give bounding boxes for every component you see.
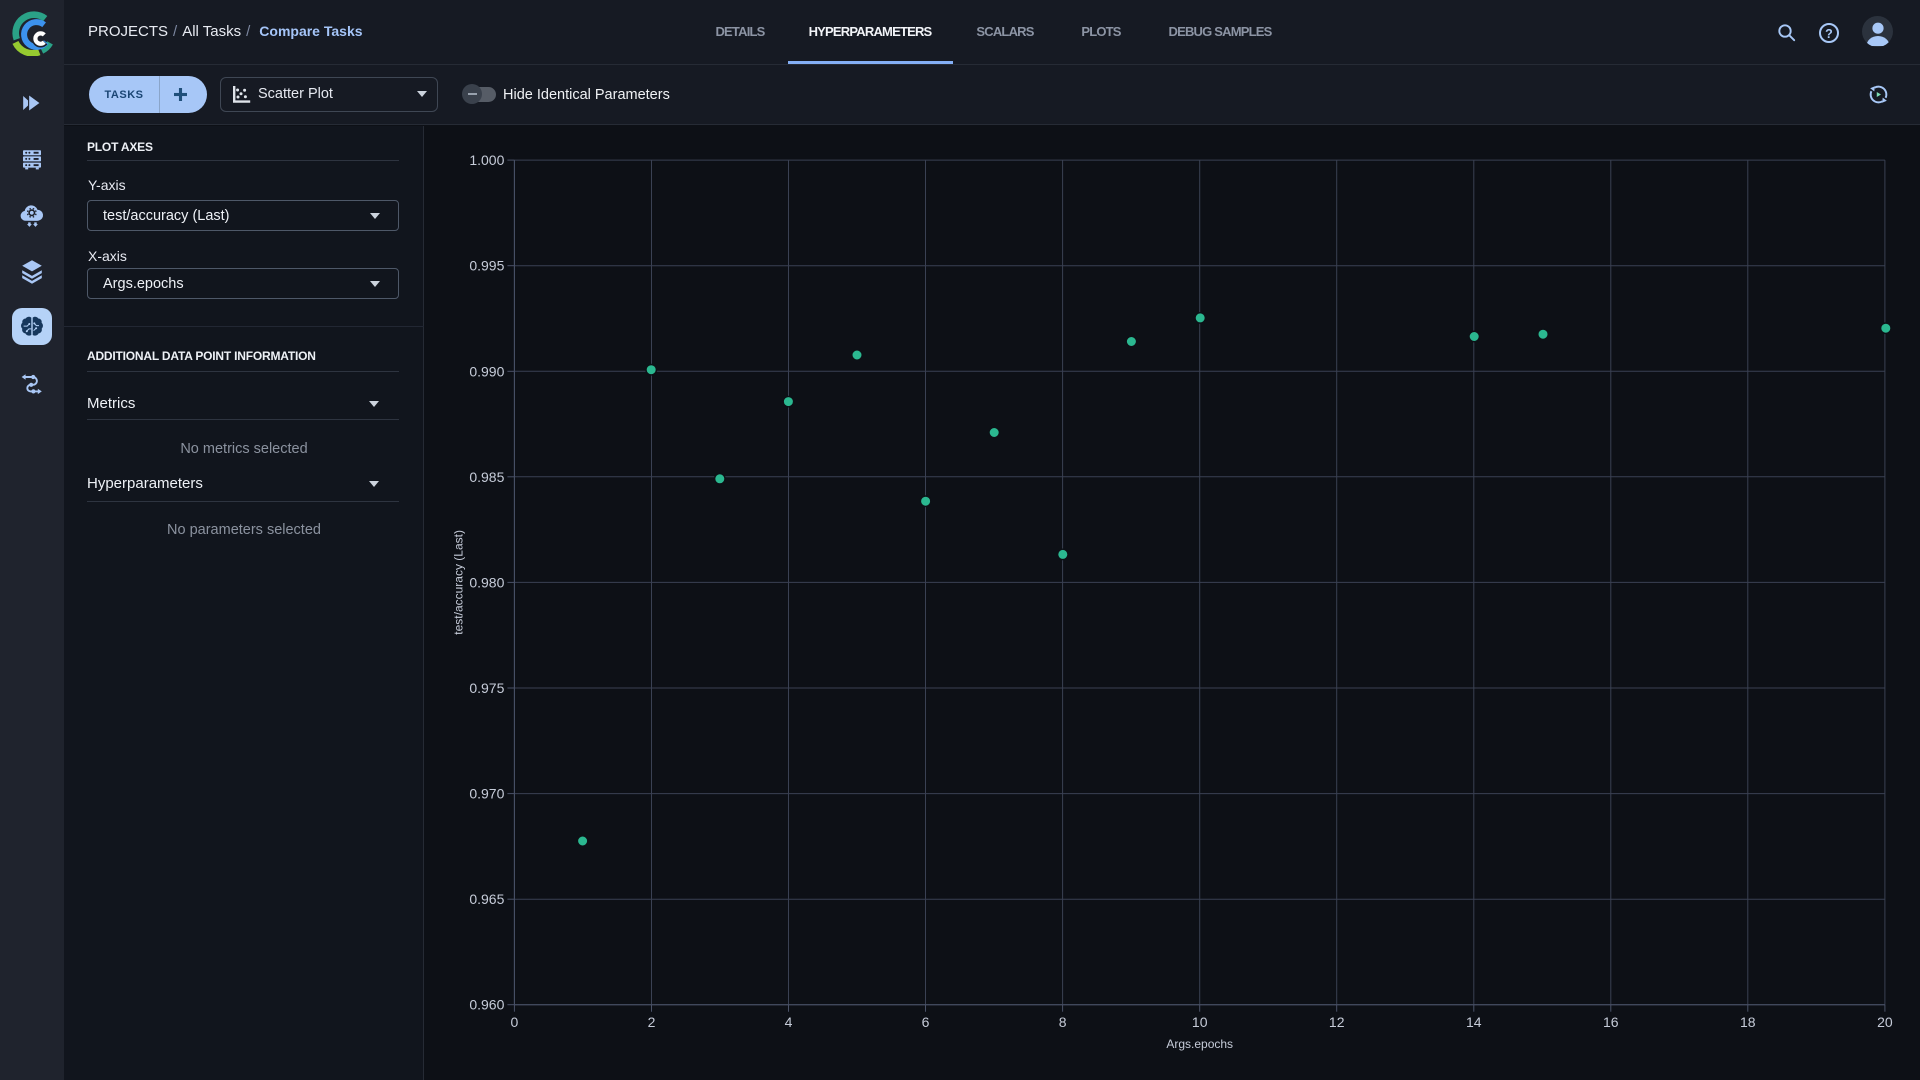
svg-text:2: 2: [648, 1014, 656, 1030]
svg-text:0.990: 0.990: [469, 363, 504, 379]
svg-text:0.985: 0.985: [469, 469, 504, 485]
svg-text:14: 14: [1466, 1014, 1482, 1030]
svg-text:Args.epochs: Args.epochs: [1166, 1037, 1233, 1051]
svg-text:?: ?: [1825, 27, 1833, 41]
svg-text:10: 10: [1192, 1014, 1208, 1030]
svg-text:test/accuracy (Last): test/accuracy (Last): [451, 530, 465, 635]
svg-text:16: 16: [1603, 1014, 1619, 1030]
svg-text:18: 18: [1740, 1014, 1756, 1030]
svg-text:1.000: 1.000: [469, 152, 504, 168]
svg-text:0.970: 0.970: [469, 786, 504, 802]
svg-text:0.965: 0.965: [469, 891, 504, 907]
svg-text:0: 0: [511, 1014, 519, 1030]
svg-text:12: 12: [1329, 1014, 1345, 1030]
svg-text:8: 8: [1059, 1014, 1067, 1030]
svg-text:0.960: 0.960: [469, 997, 504, 1013]
svg-text:0.975: 0.975: [469, 680, 504, 696]
svg-text:0.980: 0.980: [469, 574, 504, 590]
svg-text:4: 4: [785, 1014, 793, 1030]
svg-text:0.995: 0.995: [469, 258, 504, 274]
svg-text:20: 20: [1877, 1014, 1893, 1030]
svg-text:6: 6: [922, 1014, 930, 1030]
